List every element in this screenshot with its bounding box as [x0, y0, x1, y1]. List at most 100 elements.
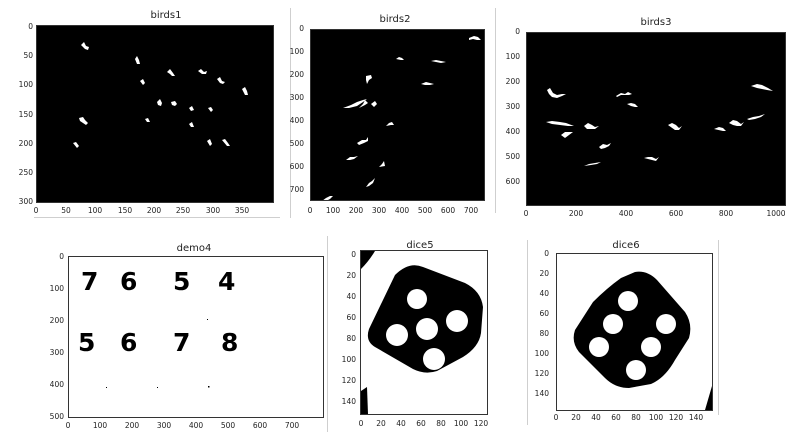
y-tick-label: 250 [18, 168, 33, 177]
y-tick-label: 100 [505, 52, 520, 61]
y-tick-label: 300 [289, 93, 304, 102]
x-tick-label: 250 [175, 206, 191, 215]
y-tick-label: 200 [505, 77, 520, 86]
x-tick-label: 100 [648, 413, 664, 422]
x-tick-label: 1000 [766, 209, 786, 218]
x-tick-label: 200 [146, 206, 162, 215]
panel-title: dice6 [612, 240, 640, 251]
y-tick-label: 120 [534, 369, 549, 378]
x-tick-label: 80 [631, 413, 641, 422]
x-tick-label: 20 [571, 413, 581, 422]
x-tick-label: 100 [92, 421, 108, 430]
y-tick-label: 80 [539, 329, 549, 338]
y-tick-label: 60 [539, 309, 549, 318]
x-tick-label: 140 [688, 413, 704, 422]
y-tick-label: 140 [341, 397, 356, 406]
y-tick-label: 500 [49, 412, 64, 421]
y-tick-label: 100 [18, 80, 33, 89]
panel-title: demo4 [176, 243, 212, 254]
y-tick-label: 100 [534, 349, 549, 358]
image-area [556, 253, 713, 411]
y-tick-label: 200 [18, 139, 33, 148]
x-tick-label: 200 [568, 209, 584, 218]
y-tick-label: 500 [289, 139, 304, 148]
digit: 7 [173, 328, 191, 357]
y-tick-label: 50 [23, 51, 33, 60]
x-tick-label: 700 [463, 206, 479, 215]
x-tick-label: 200 [124, 421, 140, 430]
y-tick-label: 300 [505, 102, 520, 111]
digit: 6 [120, 328, 138, 357]
bird-silhouettes-image [546, 84, 773, 166]
bird-silhouettes-image [73, 42, 248, 148]
x-tick-label: 350 [234, 206, 250, 215]
y-tick-label: 100 [341, 355, 356, 364]
x-tick-label: 400 [394, 206, 410, 215]
panel-title: birds2 [379, 14, 411, 25]
x-tick-label: 100 [325, 206, 341, 215]
image-area [310, 29, 485, 201]
x-tick-label: 300 [205, 206, 221, 215]
y-tick-label: 600 [505, 177, 520, 186]
image-area [526, 32, 786, 206]
digit: 5 [78, 328, 96, 357]
x-tick-label: 600 [668, 209, 684, 218]
image-area: 7 6 5 4 5 6 7 8 [68, 256, 324, 418]
y-tick-label: 20 [539, 269, 549, 278]
x-tick-label: 50 [61, 206, 71, 215]
x-tick-label: 100 [453, 419, 469, 428]
x-tick-label: 400 [188, 421, 204, 430]
x-tick-label: 80 [436, 419, 446, 428]
y-tick-label: 0 [299, 24, 304, 33]
y-tick-label: 400 [289, 116, 304, 125]
y-tick-label: 600 [289, 162, 304, 171]
y-tick-label: 80 [346, 334, 356, 343]
image-area [36, 25, 274, 203]
panel-title: birds3 [640, 17, 672, 28]
y-tick-label: 200 [49, 316, 64, 325]
y-tick-label: 400 [49, 380, 64, 389]
x-tick-label: 0 [33, 206, 39, 215]
y-tick-label: 0 [28, 22, 33, 31]
y-tick-label: 140 [534, 389, 549, 398]
x-tick-label: 0 [65, 421, 71, 430]
x-tick-label: 20 [376, 419, 386, 428]
x-tick-label: 400 [618, 209, 634, 218]
digit: 4 [218, 267, 236, 296]
x-tick-label: 700 [284, 421, 300, 430]
x-tick-label: 300 [156, 421, 172, 430]
digit: 6 [120, 267, 138, 296]
y-tick-label: 700 [289, 185, 304, 194]
y-tick-label: 100 [49, 284, 64, 293]
y-tick-label: 150 [18, 110, 33, 119]
x-tick-label: 120 [668, 413, 684, 422]
x-tick-label: 100 [87, 206, 103, 215]
x-tick-label: 500 [220, 421, 236, 430]
x-tick-label: 150 [117, 206, 133, 215]
x-tick-label: 60 [416, 419, 426, 428]
digit: 8 [221, 328, 239, 357]
digit: 5 [173, 267, 191, 296]
y-tick-label: 40 [539, 289, 549, 298]
y-tick-label: 300 [18, 197, 33, 206]
x-tick-label: 800 [718, 209, 734, 218]
panel-title: birds1 [150, 10, 182, 21]
bird-silhouettes-image [323, 36, 481, 200]
y-tick-label: 120 [341, 376, 356, 385]
x-tick-label: 0 [523, 209, 529, 218]
dice-image [361, 251, 483, 414]
image-area [360, 250, 488, 415]
x-tick-label: 500 [417, 206, 433, 215]
x-tick-label: 600 [440, 206, 456, 215]
panel-title: dice5 [406, 240, 434, 251]
y-tick-label: 400 [505, 127, 520, 136]
y-tick-label: 500 [505, 152, 520, 161]
y-tick-label: 100 [289, 47, 304, 56]
x-tick-label: 0 [307, 206, 313, 215]
y-tick-label: 0 [544, 249, 549, 258]
x-tick-label: 0 [358, 419, 364, 428]
y-tick-label: 20 [346, 271, 356, 280]
noise-dots [106, 319, 210, 388]
x-tick-label: 60 [611, 413, 621, 422]
y-tick-label: 40 [346, 292, 356, 301]
